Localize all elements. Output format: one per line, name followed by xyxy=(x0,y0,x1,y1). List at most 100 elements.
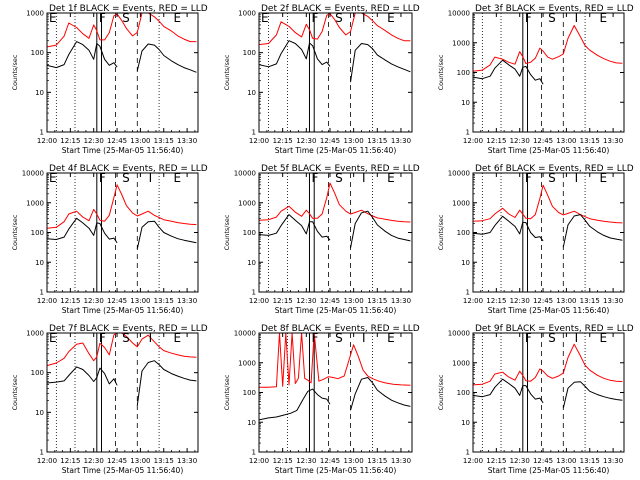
y-tick-label: 10 xyxy=(35,409,44,417)
marker-letter: S xyxy=(335,11,343,25)
plot-frame xyxy=(46,332,199,453)
plot-area xyxy=(47,13,197,132)
marker-letter: F xyxy=(99,11,106,25)
panel-det-4: Det 4f BLACK = Events, RED = LLD Start Ti… xyxy=(11,164,208,315)
x-tick-label: 12:15 xyxy=(273,297,293,305)
panel-title: Det 8f BLACK = Events, RED = LLD xyxy=(261,324,420,334)
y-tick-label: 1 xyxy=(40,449,44,457)
x-tick-label: 13:15 xyxy=(367,137,387,145)
series-events-line xyxy=(47,366,118,386)
x-tick-label: 12:15 xyxy=(486,457,506,465)
marker-letter: E xyxy=(387,331,395,345)
series-lld-line xyxy=(259,13,411,46)
x-tick-label: 13:00 xyxy=(556,297,576,305)
x-tick-label: 12:30 xyxy=(510,457,530,465)
x-tick-label: 12:30 xyxy=(84,297,104,305)
series-events-line xyxy=(473,59,544,85)
x-axis-label: Start Time (25-Mar-05 11:56:40) xyxy=(488,146,610,155)
plot-area xyxy=(259,333,411,452)
plot-frame xyxy=(258,332,413,453)
y-tick-label: 100 xyxy=(243,389,256,397)
marker-letter: E xyxy=(174,11,182,25)
x-tick-label: 12:15 xyxy=(60,297,80,305)
plot-area xyxy=(473,173,623,292)
plot-area xyxy=(473,13,623,132)
y-tick-label: 10 xyxy=(247,259,256,267)
x-tick-label: 12:00 xyxy=(249,137,269,145)
y-tick-label: 10 xyxy=(35,89,44,97)
x-tick-label: 13:15 xyxy=(580,137,600,145)
x-axis-label: Start Time (25-Mar-05 11:56:40) xyxy=(275,146,397,155)
y-tick-label: 10 xyxy=(35,259,44,267)
x-tick-label: 13:15 xyxy=(367,457,387,465)
plot-area xyxy=(259,13,411,132)
marker-letter: S xyxy=(548,171,556,185)
x-tick-label: 13:15 xyxy=(154,137,174,145)
y-tick-label: 10 xyxy=(461,419,470,427)
x-tick-label: 12:00 xyxy=(463,297,483,305)
x-tick-label: 13:00 xyxy=(556,457,576,465)
panel-det-5: Det 5f BLACK = Events, RED = LLD Start Ti… xyxy=(223,164,420,315)
series-events-line xyxy=(350,210,411,249)
series-events-line xyxy=(136,360,197,406)
series-events-line xyxy=(47,41,118,69)
marker-letter: I xyxy=(575,171,579,185)
series-lld-line xyxy=(473,343,623,386)
panel-title: Det 2f BLACK = Events, RED = LLD xyxy=(261,4,420,14)
y-tick-label: 100 xyxy=(457,69,470,77)
x-tick-label: 13:15 xyxy=(154,457,174,465)
x-tick-label: 12:45 xyxy=(107,137,127,145)
x-tick-label: 12:00 xyxy=(249,457,269,465)
y-tick-label: 1000 xyxy=(238,199,256,207)
marker-letter: F xyxy=(311,331,318,345)
marker-letter: E xyxy=(600,11,608,25)
series-events-line xyxy=(473,215,544,242)
y-tick-label: 10000 xyxy=(448,330,470,338)
x-axis-label: Start Time (25-Mar-05 11:56:40) xyxy=(488,306,610,315)
x-tick-label: 13:00 xyxy=(130,137,150,145)
marker-letter: E xyxy=(387,171,395,185)
x-axis-label: Start Time (25-Mar-05 11:56:40) xyxy=(62,466,184,475)
x-tick-label: 12:45 xyxy=(533,457,553,465)
series-events-line xyxy=(259,214,331,241)
x-tick-label: 12:00 xyxy=(37,297,57,305)
series-events-line xyxy=(259,40,331,68)
series-events-line xyxy=(136,220,197,250)
x-tick-label: 12:30 xyxy=(510,297,530,305)
panel-det-9: Det 9f BLACK = Events, RED = LLD Start Ti… xyxy=(437,324,634,475)
y-axis-label: Counts/sec xyxy=(223,54,231,90)
y-axis-label: Counts/sec xyxy=(223,214,231,250)
plot-area xyxy=(47,333,197,452)
x-tick-label: 12:45 xyxy=(320,457,340,465)
plot-frame xyxy=(46,172,199,293)
x-tick-label: 13:00 xyxy=(130,457,150,465)
series-events-line xyxy=(562,214,623,248)
y-tick-label: 100 xyxy=(243,229,256,237)
marker-letter: I xyxy=(149,331,153,345)
x-axis-label: Start Time (25-Mar-05 11:56:40) xyxy=(62,306,184,315)
series-lld-line xyxy=(47,333,197,367)
x-tick-label: 13:15 xyxy=(580,457,600,465)
series-lld-line xyxy=(47,13,197,48)
x-tick-label: 12:45 xyxy=(320,297,340,305)
x-tick-label: 12:45 xyxy=(533,137,553,145)
marker-letter: S xyxy=(122,171,130,185)
y-tick-label: 10000 xyxy=(448,10,470,18)
x-tick-label: 13:00 xyxy=(556,137,576,145)
series-events-line xyxy=(136,43,197,73)
marker-letter: F xyxy=(311,171,318,185)
x-tick-label: 12:30 xyxy=(84,457,104,465)
x-tick-label: 13:15 xyxy=(580,297,600,305)
y-tick-label: 1000 xyxy=(452,199,470,207)
y-tick-label: 1 xyxy=(466,289,470,297)
x-tick-label: 12:45 xyxy=(107,297,127,305)
plot-area xyxy=(47,173,197,292)
series-lld-line xyxy=(473,184,623,224)
x-tick-label: 13:00 xyxy=(344,297,364,305)
panel-title: Det 5f BLACK = Events, RED = LLD xyxy=(261,164,420,174)
x-tick-label: 12:30 xyxy=(510,137,530,145)
series-events-line xyxy=(47,217,118,244)
y-tick-label: 10 xyxy=(247,89,256,97)
series-lld-line xyxy=(47,184,197,229)
